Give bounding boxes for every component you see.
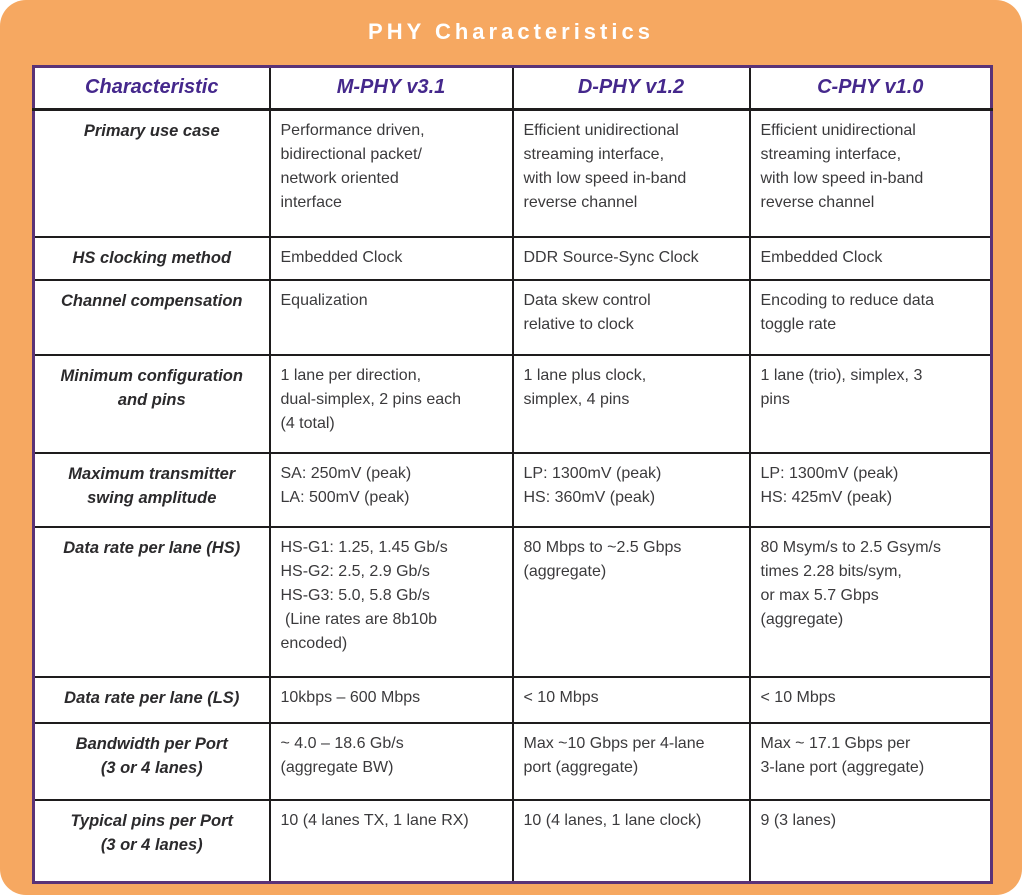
table-row: Maximum transmitter swing amplitude SA: 2… bbox=[33, 451, 992, 528]
row-label: Data rate per lane (HS) bbox=[33, 525, 271, 678]
table-cell: Performance driven, bidirectional packet… bbox=[268, 108, 514, 238]
table-cell: Equalization bbox=[268, 278, 514, 356]
table-cell: HS-G1: 1.25, 1.45 Gb/s HS-G2: 2.5, 2.9 G… bbox=[268, 525, 514, 678]
row-label: Maximum transmitter swing amplitude bbox=[33, 451, 271, 528]
column-header-characteristic: Characteristic bbox=[33, 66, 271, 111]
table-cell: Embedded Clock bbox=[268, 235, 514, 281]
table-cell: 10 (4 lanes, 1 lane clock) bbox=[511, 798, 751, 883]
table-row: Minimum configuration and pins 1 lane per… bbox=[33, 353, 992, 454]
table-cell: LP: 1300mV (peak) HS: 360mV (peak) bbox=[511, 451, 751, 528]
table-row: Data rate per lane (LS) 10kbps – 600 Mbps… bbox=[33, 675, 992, 724]
row-label: Typical pins per Port (3 or 4 lanes) bbox=[33, 798, 271, 883]
table-row: HS clocking method Embedded Clock DDR Sour… bbox=[33, 235, 992, 281]
table-cell: Embedded Clock bbox=[748, 235, 992, 281]
table-header: Characteristic M-PHY v3.1 D-PHY v1.2 C-P… bbox=[33, 66, 992, 111]
column-header-c-phy: C-PHY v1.0 bbox=[748, 66, 992, 111]
table-row: Typical pins per Port (3 or 4 lanes) 10 (… bbox=[33, 798, 992, 883]
row-label: Channel compensation bbox=[33, 278, 271, 356]
table-cell: 1 lane plus clock, simplex, 4 pins bbox=[511, 353, 751, 454]
table-cell: 80 Mbps to ~2.5 Gbps (aggregate) bbox=[511, 525, 751, 678]
table-cell: 9 (3 lanes) bbox=[748, 798, 992, 883]
table-cell: Max ~ 17.1 Gbps per 3-lane port (aggrega… bbox=[748, 721, 992, 801]
phy-characteristics-table: Characteristic M-PHY v3.1 D-PHY v1.2 C-P… bbox=[32, 65, 993, 884]
table-cell: < 10 Mbps bbox=[748, 675, 992, 724]
table-cell: DDR Source-Sync Clock bbox=[511, 235, 751, 281]
page-title: PHY Characteristics bbox=[368, 19, 654, 44]
table-cell: SA: 250mV (peak) LA: 500mV (peak) bbox=[268, 451, 514, 528]
row-label: Primary use case bbox=[33, 108, 271, 238]
row-label: Data rate per lane (LS) bbox=[33, 675, 271, 724]
row-label: Bandwidth per Port (3 or 4 lanes) bbox=[33, 721, 271, 801]
table-row: Data rate per lane (HS) HS-G1: 1.25, 1.45… bbox=[33, 525, 992, 678]
table-cell: < 10 Mbps bbox=[511, 675, 751, 724]
table-cell: Efficient unidirectional streaming inter… bbox=[511, 108, 751, 238]
phy-table-body: Primary use case Performance driven, bidi… bbox=[33, 108, 992, 883]
row-label: HS clocking method bbox=[33, 235, 271, 281]
row-label: Minimum configuration and pins bbox=[33, 353, 271, 454]
table-cell: LP: 1300mV (peak) HS: 425mV (peak) bbox=[748, 451, 992, 528]
table-cell: Efficient unidirectional streaming inter… bbox=[748, 108, 992, 238]
table-cell: Max ~10 Gbps per 4-lane port (aggregate) bbox=[511, 721, 751, 801]
table-cell: Encoding to reduce data toggle rate bbox=[748, 278, 992, 356]
table-cell: ~ 4.0 – 18.6 Gb/s (aggregate BW) bbox=[268, 721, 514, 801]
table-cell: 1 lane (trio), simplex, 3 pins bbox=[748, 353, 992, 454]
table-cell: 1 lane per direction, dual-simplex, 2 pi… bbox=[268, 353, 514, 454]
table-cell: Data skew control relative to clock bbox=[511, 278, 751, 356]
table-row: Primary use case Performance driven, bidi… bbox=[33, 108, 992, 238]
column-header-m-phy: M-PHY v3.1 bbox=[268, 66, 514, 111]
column-header-d-phy: D-PHY v1.2 bbox=[511, 66, 751, 111]
table-row: Bandwidth per Port (3 or 4 lanes) ~ 4.0 –… bbox=[33, 721, 992, 801]
table-cell: 10 (4 lanes TX, 1 lane RX) bbox=[268, 798, 514, 883]
table-cell: 10kbps – 600 Mbps bbox=[268, 675, 514, 724]
table-row: Channel compensation Equalization Data ske… bbox=[33, 278, 992, 356]
table-cell: 80 Msym/s to 2.5 Gsym/s times 2.28 bits/… bbox=[748, 525, 992, 678]
header-row: Characteristic M-PHY v3.1 D-PHY v1.2 C-P… bbox=[33, 66, 992, 111]
